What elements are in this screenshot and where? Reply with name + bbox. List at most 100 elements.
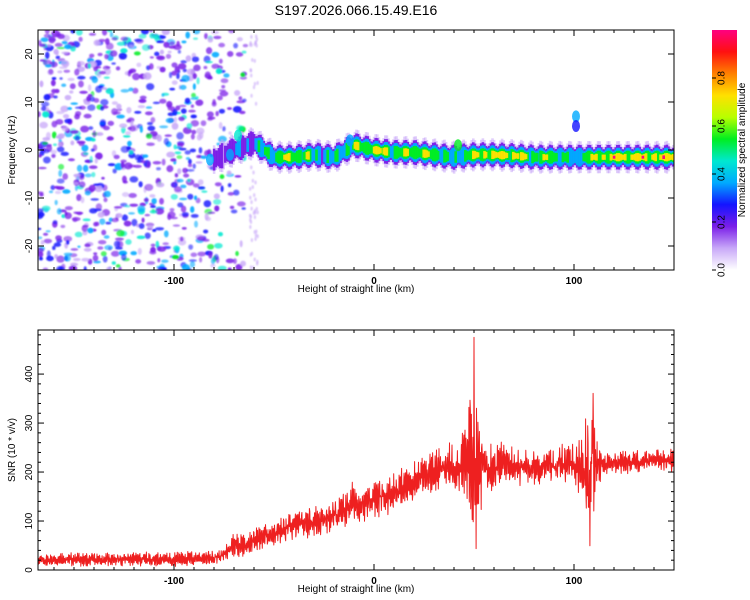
noise-blob: [166, 165, 174, 173]
noise-blob: [214, 242, 223, 249]
noise-blob: [223, 73, 230, 78]
noise-blob: [218, 122, 223, 130]
noise-blob: [185, 31, 190, 39]
noise-blob: [70, 129, 79, 134]
signal-cell: [380, 146, 384, 156]
noise-blob: [39, 59, 46, 62]
signal-cell: [526, 152, 529, 162]
signal-cell: [329, 149, 333, 165]
signal-cell: [531, 150, 534, 164]
noise-blob: [156, 134, 162, 142]
noise-blob: [171, 254, 180, 260]
noise-blob: [67, 77, 75, 81]
noise-blob: [149, 194, 156, 198]
signal-cell: [630, 154, 633, 160]
signal-cell: [427, 151, 430, 157]
noise-blob: [74, 135, 80, 142]
signal-cell: [576, 149, 579, 166]
noise-blob: [54, 190, 62, 195]
signal-cell: [260, 139, 264, 158]
noise-blob: [254, 180, 257, 185]
noise-blob: [166, 151, 176, 158]
noise-blob: [141, 217, 145, 223]
noise-blob: [241, 98, 247, 103]
signal-cell: [600, 151, 603, 163]
signal-cell: [616, 153, 619, 162]
signal-cell: [532, 152, 536, 163]
noise-blob: [102, 255, 108, 263]
signal-cell: [283, 154, 286, 160]
signal-cell: [563, 153, 566, 162]
noise-blob: [184, 150, 191, 155]
snr-frame: [37, 329, 675, 571]
noise-blob: [147, 121, 153, 126]
noise-blob: [53, 95, 58, 99]
noise-blob: [44, 30, 50, 34]
noise-blob: [196, 236, 206, 242]
noise-blob: [155, 56, 165, 60]
snr-x-label: Height of straight line (km): [298, 584, 415, 595]
noise-blob: [241, 207, 246, 210]
noise-blob: [87, 63, 92, 69]
noise-blob: [175, 105, 181, 111]
noise-blob: [157, 246, 167, 252]
noise-blob: [178, 147, 187, 151]
signal-cell: [422, 149, 425, 158]
signal-cell: [459, 149, 462, 164]
noise-blob: [174, 66, 180, 73]
noise-blob: [129, 45, 135, 48]
noise-blob: [70, 102, 79, 105]
noise-blob: [241, 50, 247, 54]
signal-cell: [665, 153, 669, 162]
signal-cell: [635, 153, 638, 162]
signal-cell: [568, 147, 571, 167]
noise-blob: [105, 66, 111, 69]
noise-blob: [42, 232, 49, 236]
noise-blob: [56, 46, 66, 50]
noise-blob: [56, 178, 65, 184]
noise-blob: [121, 253, 127, 261]
signal-cell: [603, 154, 606, 160]
signal-cell: [390, 146, 393, 159]
signal-cell: [342, 145, 345, 158]
noise-blob: [146, 161, 151, 169]
noise-blob: [55, 119, 64, 125]
noise-blob: [52, 143, 58, 147]
noise-blob: [61, 40, 68, 45]
noise-blob: [38, 227, 42, 231]
signal-cell: [412, 146, 416, 159]
noise-blob: [81, 257, 90, 262]
signal-cell: [272, 149, 275, 164]
noise-blob: [171, 122, 179, 130]
noise-blob: [161, 93, 165, 97]
noise-blob: [116, 103, 122, 110]
signal-cell: [313, 148, 317, 162]
noise-blob: [43, 238, 53, 244]
signal-cell: [371, 145, 374, 154]
signal-burst: [454, 139, 462, 152]
signal-cell: [435, 149, 438, 161]
noise-blob: [55, 55, 61, 60]
signal-cell: [248, 133, 251, 156]
noise-blob: [159, 66, 166, 73]
noise-blob: [124, 205, 131, 208]
noise-blob: [103, 125, 110, 131]
noise-blob: [193, 37, 199, 40]
noise-blob: [218, 58, 223, 64]
noise-blob: [217, 232, 223, 237]
signal-cell: [488, 150, 491, 160]
noise-blob: [134, 154, 142, 161]
noise-blob: [152, 101, 161, 105]
noise-blob: [232, 105, 242, 113]
noise-blob: [207, 117, 213, 121]
signal-cell: [552, 152, 555, 163]
noise-blob: [220, 185, 224, 193]
noise-blob: [45, 131, 51, 140]
signal-cell: [353, 141, 357, 149]
x-tick-label: 0: [371, 576, 377, 587]
noise-blob: [218, 42, 226, 48]
noise-blob: [197, 251, 206, 257]
noise-blob: [251, 57, 254, 62]
noise-blob: [179, 197, 188, 201]
